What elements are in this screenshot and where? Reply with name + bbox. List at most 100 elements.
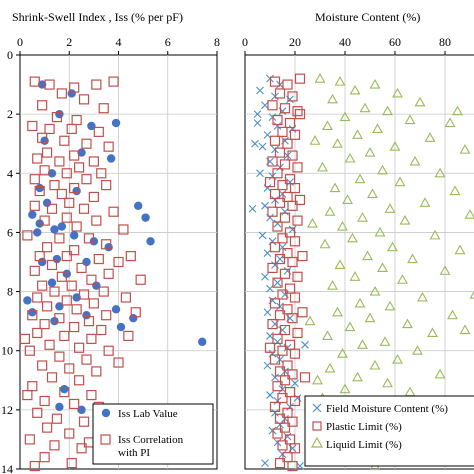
data-point [312, 374, 323, 385]
data-point [29, 174, 40, 185]
data-point [459, 324, 471, 335]
data-point [273, 337, 282, 346]
x-tick-label: 4 [116, 35, 122, 49]
data-point [382, 105, 393, 116]
data-point [106, 154, 116, 163]
data-point [32, 292, 43, 303]
data-point [37, 257, 47, 267]
data-point [279, 268, 291, 279]
data-point [399, 214, 411, 225]
data-point [96, 168, 107, 179]
data-point [24, 345, 35, 356]
data-point [44, 339, 55, 350]
data-point [379, 336, 391, 346]
data-point [103, 268, 114, 279]
data-point [42, 198, 52, 208]
data-point [452, 105, 463, 116]
data-point [292, 271, 303, 282]
data-point [111, 118, 121, 128]
data-point [274, 147, 286, 158]
data-point [113, 256, 124, 268]
data-point [41, 301, 53, 312]
data-point [73, 375, 85, 386]
data-point [253, 119, 262, 127]
data-point [54, 233, 65, 244]
data-point [51, 111, 63, 123]
data-point [69, 82, 80, 93]
data-point [47, 169, 57, 178]
data-point [334, 259, 346, 270]
data-point [324, 206, 336, 216]
data-point [374, 226, 386, 237]
data-point [277, 289, 288, 300]
data-point [69, 150, 80, 161]
data-point [272, 381, 283, 392]
data-point [71, 221, 82, 232]
data-point [272, 168, 283, 179]
data-point [271, 408, 279, 417]
data-point [327, 93, 338, 104]
data-point [55, 109, 64, 119]
data-point [296, 462, 304, 470]
data-point [364, 146, 376, 157]
data-point [427, 327, 438, 338]
data-point [120, 292, 131, 303]
data-point [392, 87, 403, 98]
x-tick-label: 20 [289, 35, 301, 49]
data-point [72, 293, 81, 302]
data-point [469, 290, 474, 299]
data-point [369, 285, 381, 296]
data-point [266, 284, 274, 293]
data-point [261, 201, 269, 210]
data-point [412, 345, 423, 355]
data-point [253, 110, 262, 119]
data-point [22, 389, 33, 401]
data-point [314, 73, 326, 83]
data-point [34, 185, 45, 197]
data-point [272, 114, 283, 126]
data-point [272, 428, 283, 439]
data-point [76, 262, 87, 274]
data-point [37, 80, 47, 89]
data-point [86, 274, 97, 285]
data-point [47, 278, 57, 287]
data-point [267, 206, 278, 217]
data-point [279, 324, 291, 336]
data-point [55, 302, 64, 311]
shrink-swell-panel: Shrink-Swell Index , Iss (% per pF) 0 2 4 6… [1, 10, 220, 474]
data-point [263, 361, 272, 370]
data-point [464, 209, 474, 219]
data-point [429, 229, 441, 240]
data-point [88, 298, 99, 309]
data-point [19, 333, 31, 344]
data-point [32, 327, 43, 339]
data-point [263, 130, 272, 139]
x-tick-label: 0 [17, 35, 23, 49]
y-tick-label: 12 [1, 403, 13, 417]
data-point [334, 75, 346, 86]
data-point [344, 321, 356, 332]
data-point [292, 106, 303, 117]
data-point [382, 377, 393, 388]
data-point [287, 313, 298, 324]
data-point [294, 73, 306, 84]
data-point [277, 126, 288, 137]
data-point [274, 310, 286, 321]
legend-marker-liquid-limit [310, 436, 324, 448]
data-point [264, 177, 276, 188]
data-point [397, 274, 408, 284]
data-point [61, 295, 72, 306]
data-point [307, 217, 318, 228]
data-point [78, 289, 90, 300]
data-point [277, 345, 288, 356]
data-point [54, 351, 65, 362]
data-point [286, 178, 294, 187]
data-point [22, 230, 33, 241]
legend-marker-iss-correlation [100, 434, 111, 445]
right-legend-box [304, 395, 474, 467]
data-point [263, 308, 272, 317]
y-tick-label: 4 [7, 166, 13, 180]
x-tick-label: 0 [242, 35, 248, 49]
data-point [76, 443, 87, 454]
